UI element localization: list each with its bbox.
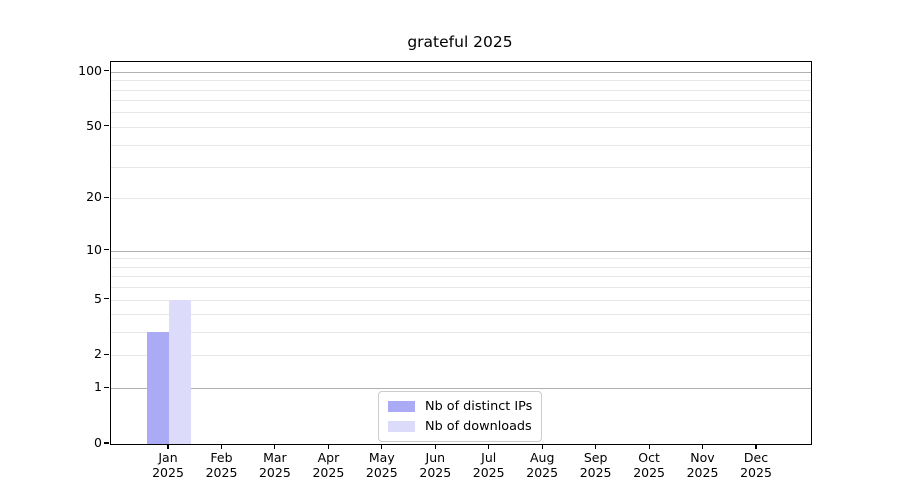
y-tick-mark (103, 70, 109, 72)
y-tick-mark (103, 386, 109, 388)
minor-gridline (111, 287, 811, 289)
minor-gridline (111, 112, 811, 114)
y-tick-label: 50 (86, 117, 102, 133)
minor-gridline (111, 355, 811, 357)
x-tick-mark (220, 444, 223, 450)
x-tick-label-year: 2025 (312, 465, 345, 480)
minor-gridline (111, 80, 811, 82)
x-tick-label-month: Nov (690, 450, 715, 465)
x-tick-mark (541, 444, 543, 450)
minor-gridline (111, 258, 811, 260)
x-tick-mark (274, 444, 276, 450)
legend-label-downloads: Nb of downloads (425, 419, 532, 434)
minor-gridline (111, 266, 811, 268)
minor-gridline (111, 144, 811, 146)
x-tick-mark (755, 444, 757, 450)
x-tick-label: Dec 2025 (724, 450, 788, 480)
x-tick-label-month: Oct (638, 450, 660, 465)
legend-swatch-downloads-icon (388, 421, 415, 432)
bar-downloads-jan-2025 (169, 299, 191, 444)
x-tick-label-month: Sep (583, 450, 608, 465)
x-tick-label: May 2025 (350, 450, 414, 480)
x-tick-label: Mar 2025 (243, 450, 307, 480)
x-tick-label: Jan 2025 (136, 450, 200, 480)
x-tick-label: Sep 2025 (564, 450, 628, 480)
minor-gridline (111, 126, 811, 128)
x-tick-label: Oct 2025 (617, 450, 681, 480)
x-tick-label-year: 2025 (365, 465, 398, 480)
legend-entry-distinct-ips: Nb of distinct IPs (388, 398, 532, 415)
x-tick-mark (167, 444, 169, 450)
x-tick-label-year: 2025 (526, 465, 559, 480)
major-gridline (111, 250, 811, 252)
minor-gridline (111, 167, 811, 168)
minor-gridline (111, 100, 811, 102)
x-tick-label: Apr 2025 (296, 450, 360, 480)
x-tick-mark (595, 444, 597, 450)
x-tick-label-month: Dec (743, 450, 769, 465)
x-tick-label-year: 2025 (258, 465, 291, 480)
x-tick-label-month: Apr (317, 450, 340, 465)
bar-distinct-ips-jan-2025 (147, 332, 169, 444)
x-tick-mark (327, 444, 329, 450)
y-tick-label: 5 (94, 290, 102, 306)
minor-gridline (111, 332, 811, 334)
x-tick-label: Jun 2025 (403, 450, 467, 480)
minor-gridline (111, 276, 811, 278)
x-tick-label-month: Jul (481, 450, 497, 465)
x-tick-label-month: Jun (425, 450, 446, 465)
y-tick-label: 10 (86, 241, 102, 257)
x-tick-label: Jul 2025 (457, 450, 521, 480)
x-tick-label-year: 2025 (152, 465, 184, 480)
x-tick-mark (648, 444, 650, 450)
y-tick-label: 2 (94, 346, 102, 362)
x-tick-label-year: 2025 (579, 465, 612, 480)
plot-area: Nb of distinct IPs Nb of downloads (110, 61, 812, 445)
x-tick-label-month: Mar (263, 450, 287, 465)
x-tick-label: Feb 2025 (190, 450, 254, 480)
y-tick-mark (103, 353, 109, 355)
minor-gridline (111, 314, 811, 316)
x-tick-label-year: 2025 (633, 465, 665, 480)
x-tick-label-year: 2025 (472, 465, 505, 480)
y-tick-mark (103, 442, 109, 444)
x-tick-mark (701, 444, 704, 450)
x-tick-label-year: 2025 (740, 465, 772, 480)
minor-gridline (111, 299, 811, 301)
x-tick-mark (488, 444, 490, 450)
x-tick-label: Nov 2025 (671, 450, 735, 480)
minor-gridline (111, 198, 811, 200)
y-tick-mark (103, 297, 109, 300)
y-tick-mark (103, 196, 109, 198)
x-tick-label: Aug 2025 (510, 450, 574, 480)
y-tick-label: 20 (86, 189, 102, 205)
x-tick-label-year: 2025 (686, 465, 719, 480)
legend-swatch-distinct-ips-icon (388, 401, 415, 412)
y-tick-label: 100 (78, 62, 102, 78)
major-gridline (111, 71, 811, 73)
x-tick-label-year: 2025 (205, 465, 238, 480)
y-tick-mark (103, 125, 109, 127)
x-tick-label-month: May (368, 450, 395, 465)
y-tick-label: 0 (94, 435, 102, 450)
x-tick-label-month: Feb (210, 450, 233, 465)
x-tick-mark (381, 444, 383, 450)
legend-label-distinct-ips: Nb of distinct IPs (425, 399, 533, 414)
y-tick-mark (103, 249, 109, 251)
chart-title: grateful 2025 (407, 33, 513, 51)
legend: Nb of distinct IPs Nb of downloads (378, 391, 543, 442)
x-tick-label-year: 2025 (419, 465, 452, 480)
x-tick-label-month: Jan (158, 450, 178, 465)
x-tick-label-month: Aug (529, 450, 555, 465)
x-tick-mark (434, 444, 436, 450)
legend-entry-downloads: Nb of downloads (388, 418, 532, 435)
y-tick-label: 1 (94, 379, 102, 395)
major-gridline (111, 388, 811, 390)
minor-gridline (111, 89, 811, 91)
